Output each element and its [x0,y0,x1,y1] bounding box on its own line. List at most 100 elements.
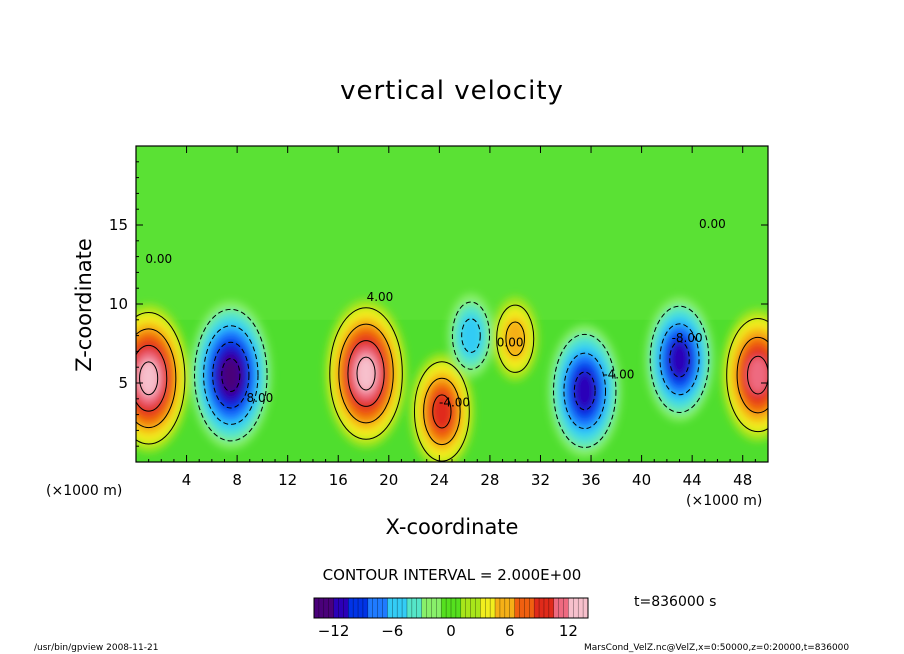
x-tick-label: 16 [329,471,348,489]
colorbar-band [578,598,584,618]
contour-ring [451,301,491,370]
cell-band [360,364,372,383]
velocity-cell-4 [409,353,474,462]
contour-ring [461,318,481,353]
colorbar-band [539,598,545,618]
velocity-cell-1 [136,304,190,453]
colorbar-band [441,598,447,618]
contour-label: 4.00 [367,290,394,304]
x-tick-label: 24 [430,471,449,489]
velocity-cell-9 [721,309,768,442]
time-label: t=836000 s [634,594,717,610]
contour-label: -8.00 [672,331,703,345]
colorbar-band [529,598,535,618]
x-axis-label: X-coordinate [385,515,519,539]
cell-band [143,369,154,388]
colorbar-band [499,598,506,618]
colorbar-band [328,598,334,618]
x-tick-label: 40 [632,471,651,489]
x-tick-label: 32 [531,471,550,489]
colorbar-band [490,598,496,618]
colorbar-band [465,598,471,618]
colorbar-tick-label: 0 [446,622,456,640]
contour-ring [669,341,690,378]
contour-ring [338,323,394,424]
colorbar: −12 −6 0 6 12 [313,597,589,640]
footer-command: /usr/bin/gpview 2008-11-21 [34,643,159,653]
colorbar-band [397,598,403,618]
x-tick-label: 48 [733,471,752,489]
contour-label: -4.00 [603,367,634,381]
colorbar-tick-label: −12 [318,622,350,640]
y-tick-label: 5 [118,374,128,392]
contour-ring [136,328,177,429]
colorbar-band [431,598,437,618]
colorbar-band [333,598,339,618]
colorbar-band [353,598,359,618]
colorbar-band [455,598,462,618]
colorbar-band [314,598,320,618]
colorbar-band [402,598,408,618]
cell-band [436,401,448,422]
colorbar-band [509,598,516,618]
colorbar-band [367,598,374,618]
x-tick-label: 36 [581,471,600,489]
colorbar-tick-label: 6 [505,622,515,640]
contour-ring [203,325,259,425]
contour-interval-label: CONTOUR INTERVAL = 2.000E+00 [322,566,582,584]
contour-ring [194,308,268,442]
colorbar-band [421,598,427,618]
colorbar-band [372,598,379,618]
contour-ring [505,321,525,357]
colorbar-band [563,598,569,618]
colorbar-band [548,598,555,618]
colorbar-band [460,598,467,618]
colorbar-band [553,598,560,618]
velocity-cell-8 [645,297,714,422]
contour-ring [563,352,607,430]
velocity-cell-5 [447,293,495,378]
cell-band [752,365,764,385]
contour-ring [649,305,710,413]
y-tick-label: 15 [109,216,128,234]
x-tick-label: 8 [232,471,242,489]
x-tick-label: 44 [683,471,702,489]
colorbar-band [392,598,398,618]
colorbar-band [451,598,457,618]
colorbar-band [534,598,540,618]
contour-ring [329,307,403,440]
colorbar-band [519,598,525,618]
contour-ring [746,355,768,395]
contour-labels: 4.00 -4.00 0.00 8.00 0.00 -4.00 -8.00 0.00 [145,217,725,410]
colorbar-band [558,598,564,618]
colorbar-band [387,598,393,618]
colorbar-band [446,598,452,618]
contour-ring [139,361,159,396]
contour-label: -4.00 [439,396,470,410]
velocity-cell-7 [548,324,622,457]
contour-ring [496,304,535,373]
contour-ring [136,344,168,412]
velocity-cell-3 [325,299,407,448]
contour-label: 0.00 [699,217,726,231]
colorbar-tick-label: 12 [559,622,578,640]
x-tick-label: 28 [480,471,499,489]
cell-band [674,350,685,369]
colorbar-tick-label: −6 [381,622,403,640]
cell-band [579,381,590,401]
cell-band [465,325,477,347]
contour-ring [423,377,461,446]
contour-ring [573,371,596,411]
heatmap-plot: 4.00 -4.00 0.00 8.00 0.00 -4.00 -8.00 0.00 [136,146,768,462]
colorbar-band [382,598,388,618]
contour-ring [659,323,700,396]
contour-ring [347,340,385,407]
colorbar-band [436,598,442,618]
colorbar-band [406,598,413,618]
colorbar-band [475,598,481,618]
contour-lines [136,301,768,462]
colorbar-band [323,598,330,618]
velocity-cell-6 [492,296,539,381]
velocity-cells [136,293,768,462]
colorbar-band [524,598,530,618]
